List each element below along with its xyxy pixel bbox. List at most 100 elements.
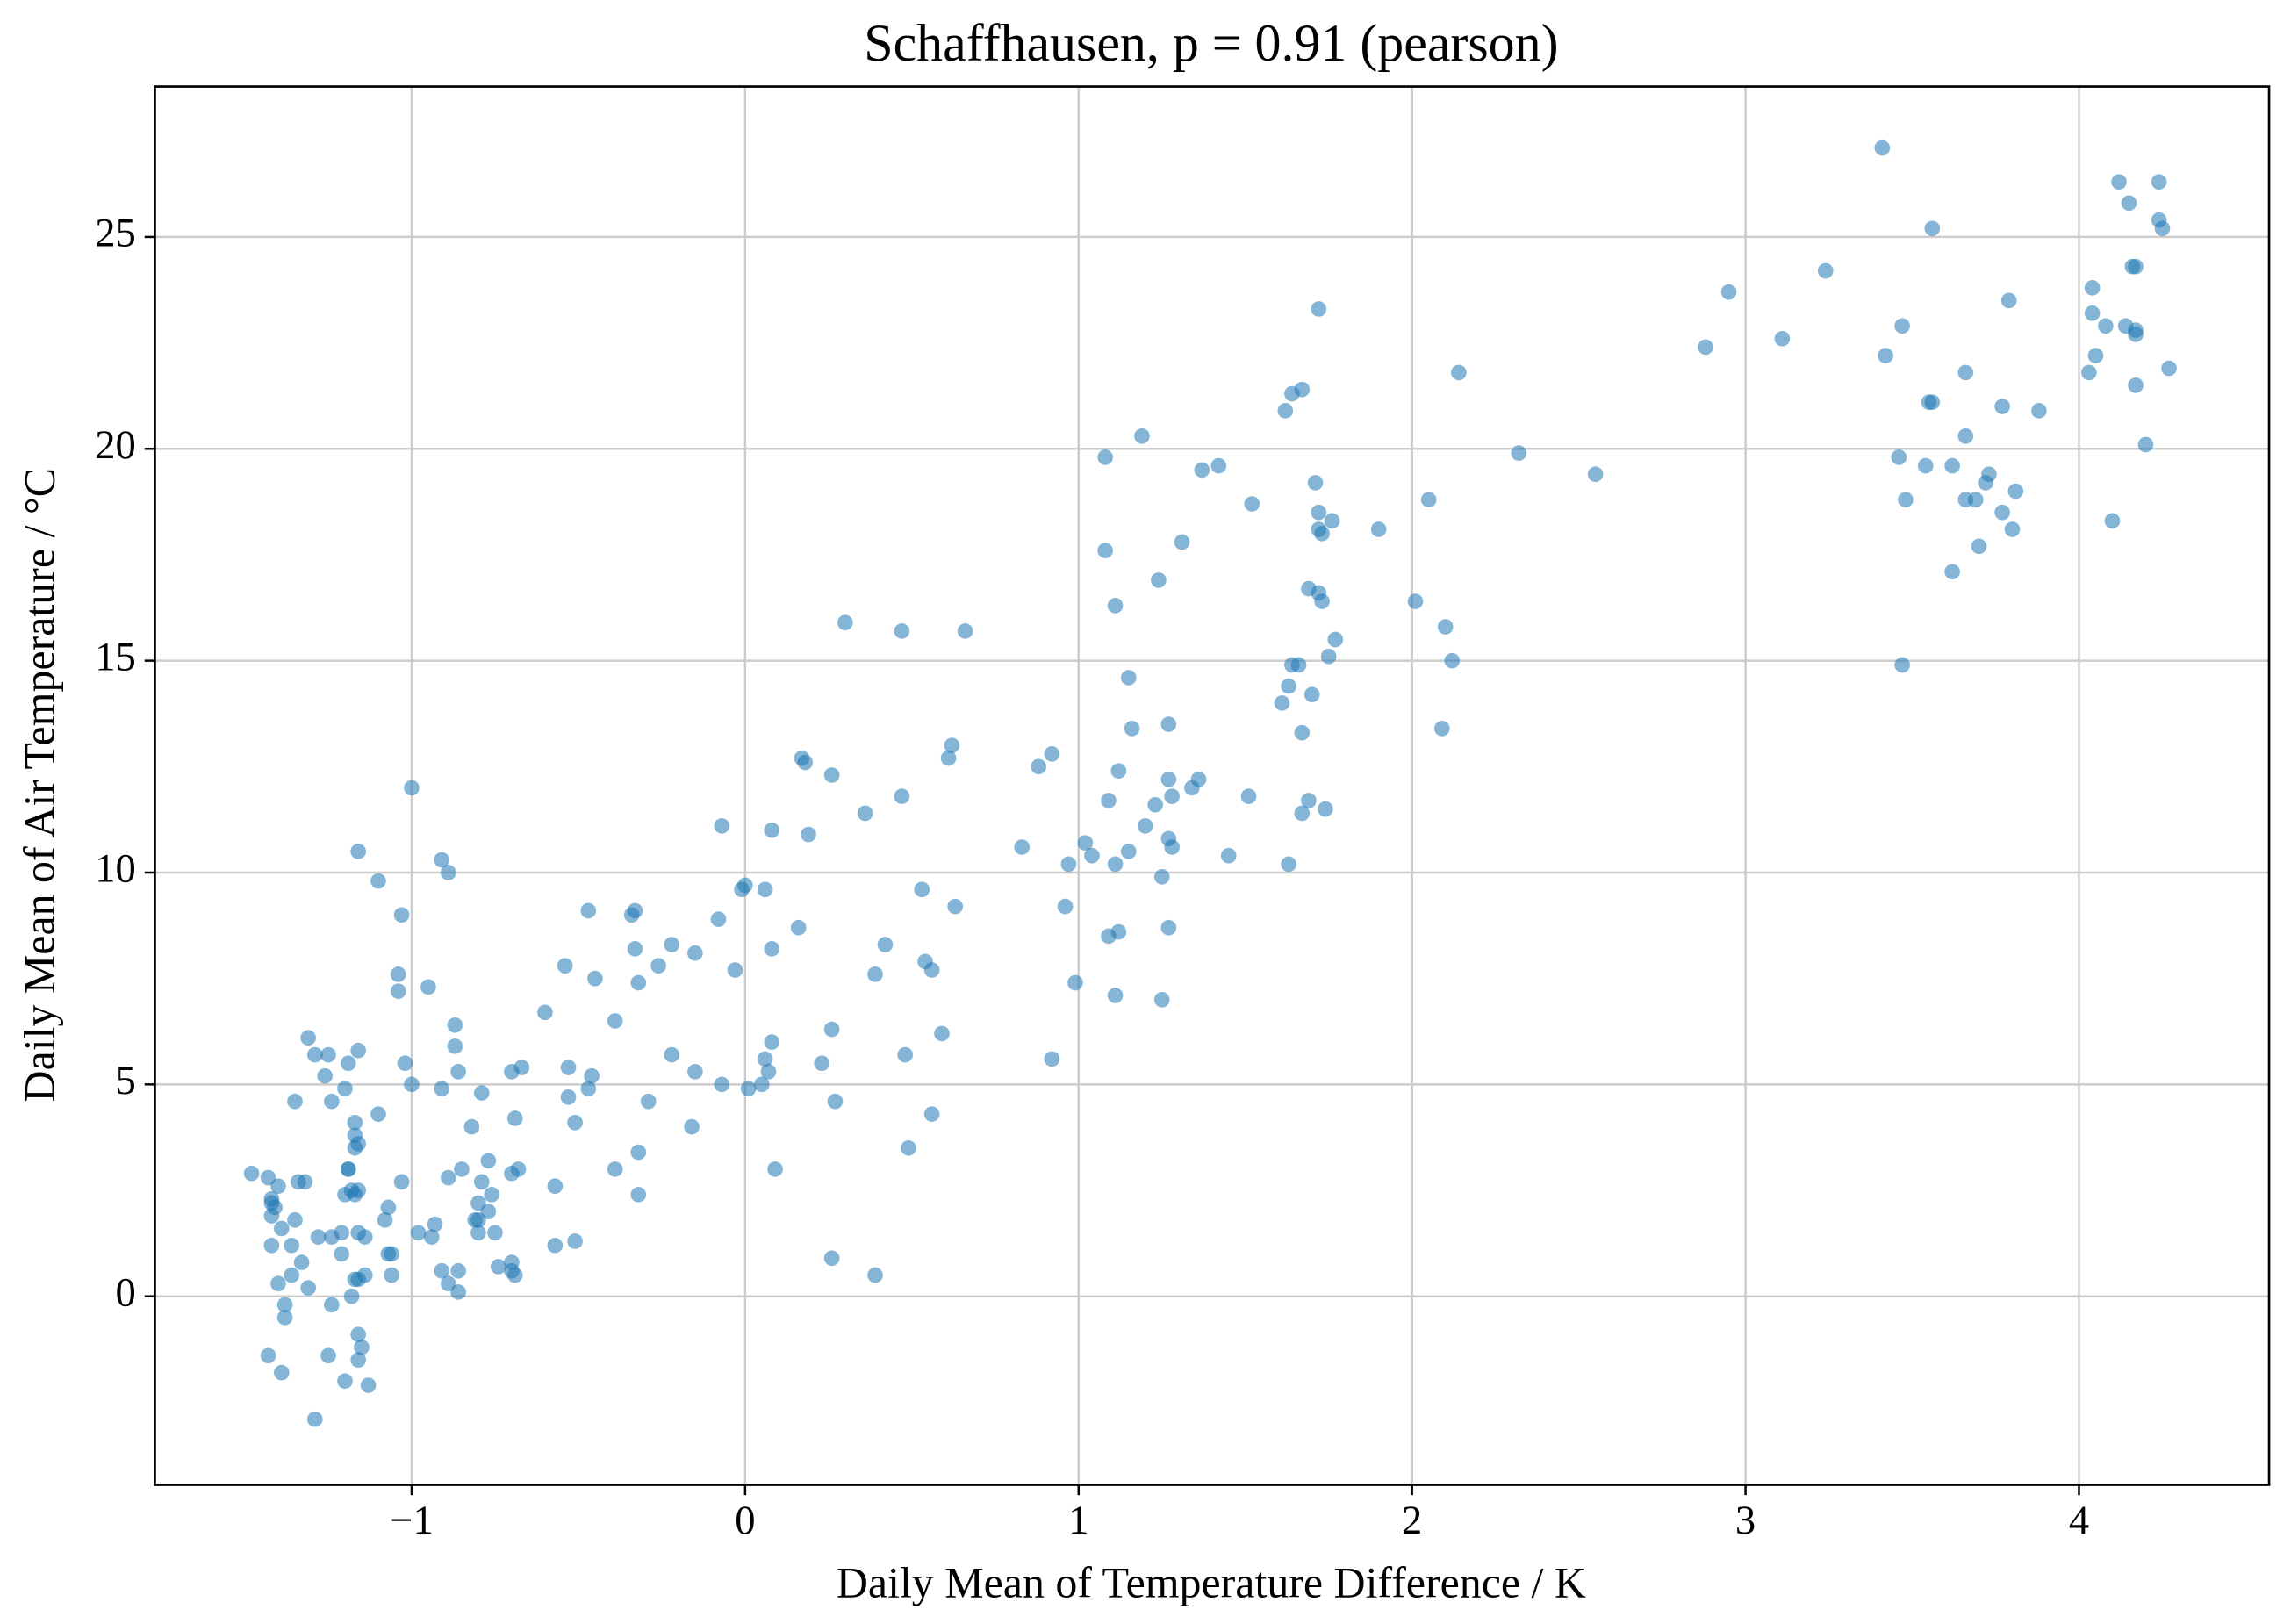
point xyxy=(894,623,910,639)
point xyxy=(2087,348,2104,363)
point xyxy=(567,1114,583,1131)
point xyxy=(2124,258,2141,275)
point xyxy=(1153,991,1170,1008)
point xyxy=(867,966,883,982)
point xyxy=(384,1267,399,1283)
point xyxy=(2161,360,2177,377)
point xyxy=(1097,543,1113,558)
point xyxy=(370,1106,386,1122)
point xyxy=(350,1326,367,1342)
point xyxy=(263,1237,280,1254)
point xyxy=(557,958,573,974)
point xyxy=(323,1229,340,1245)
point xyxy=(320,1046,336,1063)
point xyxy=(404,780,420,796)
x-tick-label: 3 xyxy=(1735,1498,1756,1543)
y-tick-label: 25 xyxy=(95,211,136,256)
point xyxy=(1967,492,1984,508)
point xyxy=(687,1064,703,1080)
plot-frame xyxy=(154,85,2271,1486)
point xyxy=(867,1267,883,1283)
point xyxy=(1944,564,1960,580)
point xyxy=(2031,403,2047,419)
point xyxy=(1307,475,1324,491)
point xyxy=(714,818,730,834)
point xyxy=(384,1246,399,1262)
point xyxy=(1320,648,1337,665)
point xyxy=(1944,457,1960,474)
point xyxy=(737,877,753,894)
point xyxy=(857,805,873,822)
point xyxy=(273,1220,290,1237)
point xyxy=(1153,869,1170,885)
point xyxy=(323,1297,340,1313)
point xyxy=(300,1030,317,1046)
point xyxy=(767,1161,783,1177)
point xyxy=(1014,839,1031,855)
point xyxy=(270,1178,286,1195)
point xyxy=(284,1237,300,1254)
point xyxy=(420,979,436,995)
point xyxy=(347,1114,363,1131)
point xyxy=(1107,988,1124,1003)
point xyxy=(2000,292,2017,309)
point xyxy=(1067,974,1083,991)
x-tick-label: 0 xyxy=(735,1498,755,1543)
point xyxy=(1120,844,1137,859)
point xyxy=(2121,195,2137,212)
point xyxy=(684,1118,700,1135)
point xyxy=(1304,686,1320,703)
point xyxy=(397,1055,413,1072)
point xyxy=(923,1106,940,1122)
point xyxy=(350,1042,367,1059)
point xyxy=(504,1165,520,1182)
point xyxy=(1294,805,1311,822)
point xyxy=(2104,513,2121,529)
point xyxy=(243,1165,260,1182)
point xyxy=(490,1259,506,1275)
point xyxy=(1420,492,1437,508)
point xyxy=(287,1093,303,1110)
point xyxy=(334,1246,350,1262)
point xyxy=(764,941,780,957)
point xyxy=(337,1081,353,1097)
point xyxy=(1274,695,1290,711)
point xyxy=(2007,483,2024,499)
point xyxy=(947,898,964,915)
point xyxy=(1437,619,1454,635)
point xyxy=(434,1081,449,1097)
point xyxy=(623,907,640,923)
point xyxy=(1874,140,1891,156)
point xyxy=(354,1339,370,1355)
point xyxy=(901,1139,916,1156)
point xyxy=(276,1297,293,1313)
point xyxy=(1084,847,1100,864)
point xyxy=(470,1225,486,1241)
point xyxy=(1277,403,1294,419)
point xyxy=(1898,492,1914,508)
point xyxy=(1971,538,1987,555)
point xyxy=(1924,220,1941,237)
point xyxy=(276,1310,293,1326)
x-axis-label: Daily Mean of Temperature Difference / K xyxy=(837,1558,1586,1606)
point xyxy=(710,911,727,927)
x-tick-label: 2 xyxy=(1402,1498,1422,1543)
point xyxy=(1894,318,1910,334)
point xyxy=(506,1267,523,1283)
y-tick-label: 5 xyxy=(116,1058,136,1103)
y-tick-label: 15 xyxy=(95,634,136,679)
point xyxy=(343,1288,360,1304)
point xyxy=(1164,788,1180,804)
point xyxy=(537,1004,553,1021)
point xyxy=(2098,318,2114,334)
point xyxy=(263,1208,280,1224)
x-tick-label: −1 xyxy=(390,1498,434,1543)
point xyxy=(1044,746,1060,762)
point xyxy=(1284,385,1300,402)
point xyxy=(356,1229,373,1245)
point xyxy=(473,1174,490,1190)
point xyxy=(463,1118,480,1135)
point xyxy=(377,1212,393,1228)
point xyxy=(560,1089,577,1105)
point xyxy=(2084,280,2101,296)
